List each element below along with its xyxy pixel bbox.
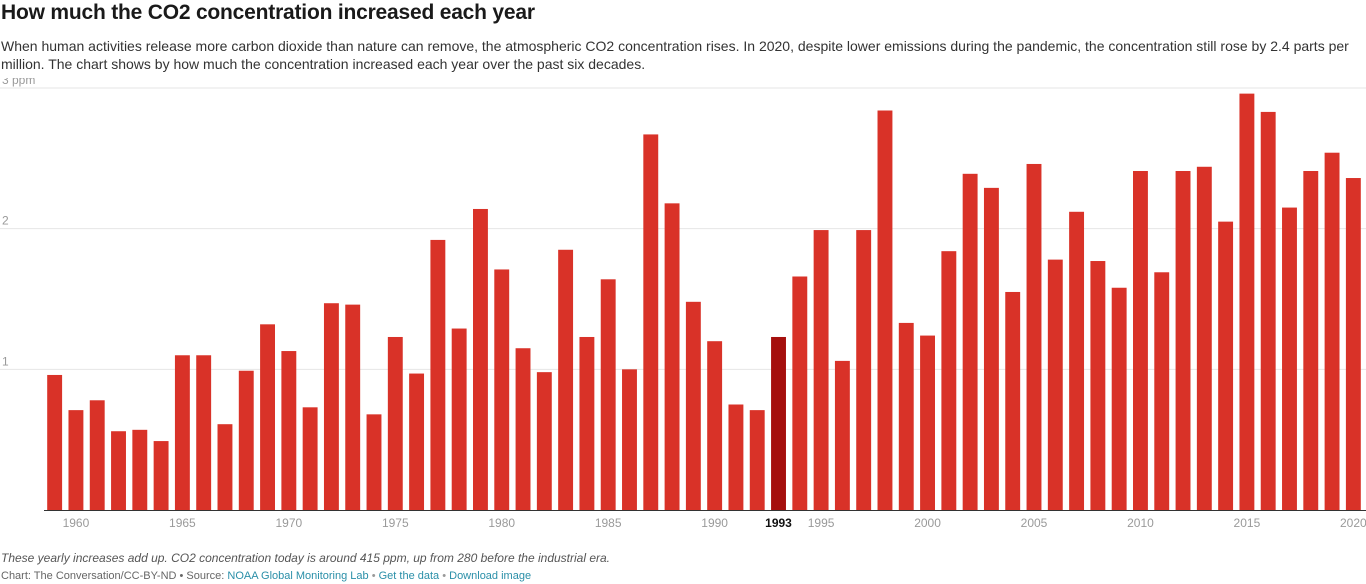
bar — [749, 410, 765, 510]
x-tick-label: 2000 — [914, 516, 941, 530]
bar — [366, 414, 382, 510]
bar — [281, 351, 297, 510]
x-tick-label: 2020 — [1340, 516, 1366, 530]
bar — [1133, 170, 1148, 510]
bar — [260, 324, 275, 510]
bar — [1196, 166, 1212, 511]
bar — [430, 239, 446, 511]
bar — [1090, 261, 1106, 510]
bar — [685, 301, 701, 510]
bar — [302, 407, 318, 510]
bar — [962, 173, 978, 510]
x-tick-label: 1965 — [169, 516, 196, 530]
bar-chart: 1 2 3 ppm 1960 1965 1970 1975 1980 1985 1990 1995 2… — [0, 78, 1366, 530]
bar — [217, 424, 233, 510]
y-tick-label: 3 ppm — [2, 78, 35, 87]
credit-prefix: Chart: The Conversation/CC-BY-ND • Sourc… — [1, 570, 228, 582]
bar — [941, 251, 957, 510]
bar — [515, 348, 531, 510]
bar — [856, 230, 872, 510]
bar — [898, 322, 914, 510]
bar — [643, 134, 659, 511]
credit-line: Chart: The Conversation/CC-BY-ND • Sourc… — [1, 570, 531, 582]
x-tick-label: 2005 — [1021, 516, 1048, 530]
bar — [707, 341, 723, 510]
bar — [1111, 287, 1127, 510]
bar — [174, 355, 190, 510]
bar — [111, 431, 126, 510]
bar — [834, 360, 850, 510]
bar — [1154, 272, 1170, 510]
bar — [1047, 259, 1063, 510]
bar — [451, 328, 467, 510]
bar — [1282, 207, 1297, 511]
y-tick-label: 1 — [2, 354, 9, 368]
bar — [153, 441, 169, 510]
bar — [664, 203, 680, 510]
bar — [983, 187, 999, 510]
bar — [1303, 170, 1319, 510]
x-tick-label: 1970 — [275, 516, 302, 530]
get-data-link[interactable]: Get the data — [378, 570, 440, 582]
bar — [238, 370, 254, 510]
x-tick-label-highlight: 1993 — [765, 516, 792, 530]
bar — [728, 404, 744, 510]
bar — [494, 269, 510, 510]
bar — [387, 336, 403, 510]
bar — [473, 208, 488, 510]
bar — [1175, 170, 1191, 510]
bar — [1324, 152, 1340, 510]
x-tick-label: 2015 — [1234, 516, 1261, 530]
bar — [877, 110, 893, 511]
bar — [792, 276, 808, 510]
credit-separator: • — [439, 570, 450, 582]
bar — [600, 279, 616, 510]
bar — [813, 230, 829, 510]
bar — [579, 336, 595, 510]
x-tick-label: 1975 — [382, 516, 409, 530]
footer-note: These yearly increases add up. CO2 conce… — [1, 551, 611, 565]
bar — [1026, 163, 1042, 510]
source-link[interactable]: NOAA Global Monitoring Lab — [227, 570, 369, 582]
bar — [47, 374, 63, 510]
bar — [1260, 111, 1276, 510]
chart-title: How much the CO2 concentration increased… — [1, 1, 535, 24]
y-tick-label: 2 — [2, 214, 9, 228]
x-tick-label: 1960 — [63, 516, 90, 530]
x-tick-label: 1990 — [701, 516, 728, 530]
bar — [345, 304, 361, 510]
bar — [1345, 178, 1361, 510]
bar — [1218, 221, 1234, 510]
x-tick-label: 1995 — [808, 516, 835, 530]
bar — [196, 355, 212, 510]
bar — [536, 372, 552, 510]
bar — [1239, 93, 1255, 511]
bar — [920, 335, 935, 510]
credit-separator: • — [368, 570, 379, 582]
bar-highlight — [771, 336, 786, 510]
bar — [68, 410, 84, 510]
bar — [89, 400, 105, 510]
x-tick-label: 1980 — [488, 516, 515, 530]
bar — [323, 303, 339, 510]
x-tick-label: 2010 — [1127, 516, 1154, 530]
chart-description: When human activities release more carbo… — [1, 38, 1349, 72]
bar — [1005, 291, 1021, 510]
bar — [132, 429, 148, 510]
bar — [558, 249, 574, 510]
bar — [409, 373, 425, 510]
bar — [622, 369, 637, 510]
bar — [1069, 211, 1085, 510]
x-tick-label: 1985 — [595, 516, 622, 530]
download-image-link[interactable]: Download image — [449, 570, 532, 582]
